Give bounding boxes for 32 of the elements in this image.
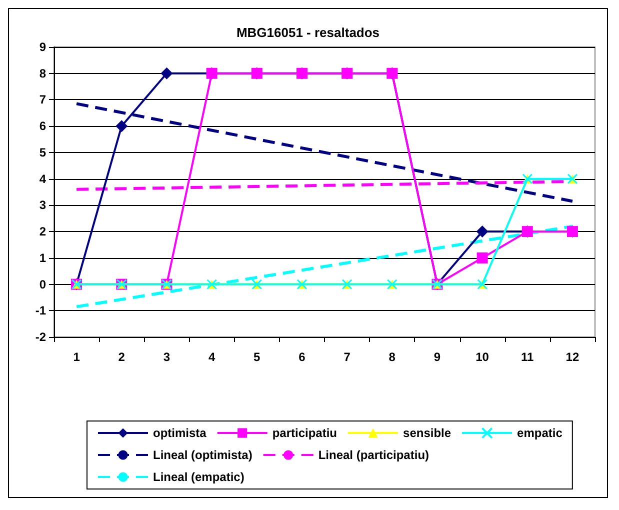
- legend-label: optimista: [153, 426, 207, 440]
- legend-label: Lineal (empatic): [153, 470, 244, 484]
- y-tick-label: 8: [39, 66, 46, 80]
- y-tick-label: 1: [39, 250, 46, 265]
- x-tick-label: 5: [254, 350, 261, 364]
- x-tick-label: 3: [163, 350, 170, 364]
- y-tick-label: 2: [39, 224, 46, 239]
- legend-label: Lineal (participatiu): [318, 448, 430, 462]
- legend-label: sensible: [403, 426, 452, 440]
- chart-title: MBG16051 - resaltados: [236, 25, 380, 40]
- x-tick-label: 9: [434, 350, 441, 364]
- x-tick-label: 10: [476, 350, 490, 364]
- y-tick-label: 3: [39, 198, 46, 212]
- y-tick-label: 4: [39, 172, 46, 186]
- legend-label: participatiu: [272, 426, 338, 440]
- y-tick-label: -1: [35, 304, 46, 318]
- x-tick-label: 11: [521, 350, 534, 364]
- legend-label: empatic: [517, 426, 563, 440]
- legend-label: Lineal (optimista): [153, 448, 252, 462]
- y-tick-label: 9: [39, 40, 46, 54]
- y-tick-label: 5: [39, 145, 46, 160]
- x-tick-label: 7: [344, 350, 351, 364]
- x-tick-label: 2: [118, 350, 126, 364]
- y-tick-label: 6: [39, 119, 46, 134]
- x-tick-label: 1: [73, 350, 80, 364]
- y-tick-label: -2: [35, 330, 46, 344]
- y-tick-label: 0: [39, 277, 46, 292]
- x-tick-label: 4: [208, 350, 216, 364]
- x-tick-label: 8: [388, 350, 396, 364]
- x-tick-label: 12: [566, 350, 580, 364]
- x-tick-label: 6: [298, 350, 306, 364]
- y-tick-label: 7: [39, 92, 46, 107]
